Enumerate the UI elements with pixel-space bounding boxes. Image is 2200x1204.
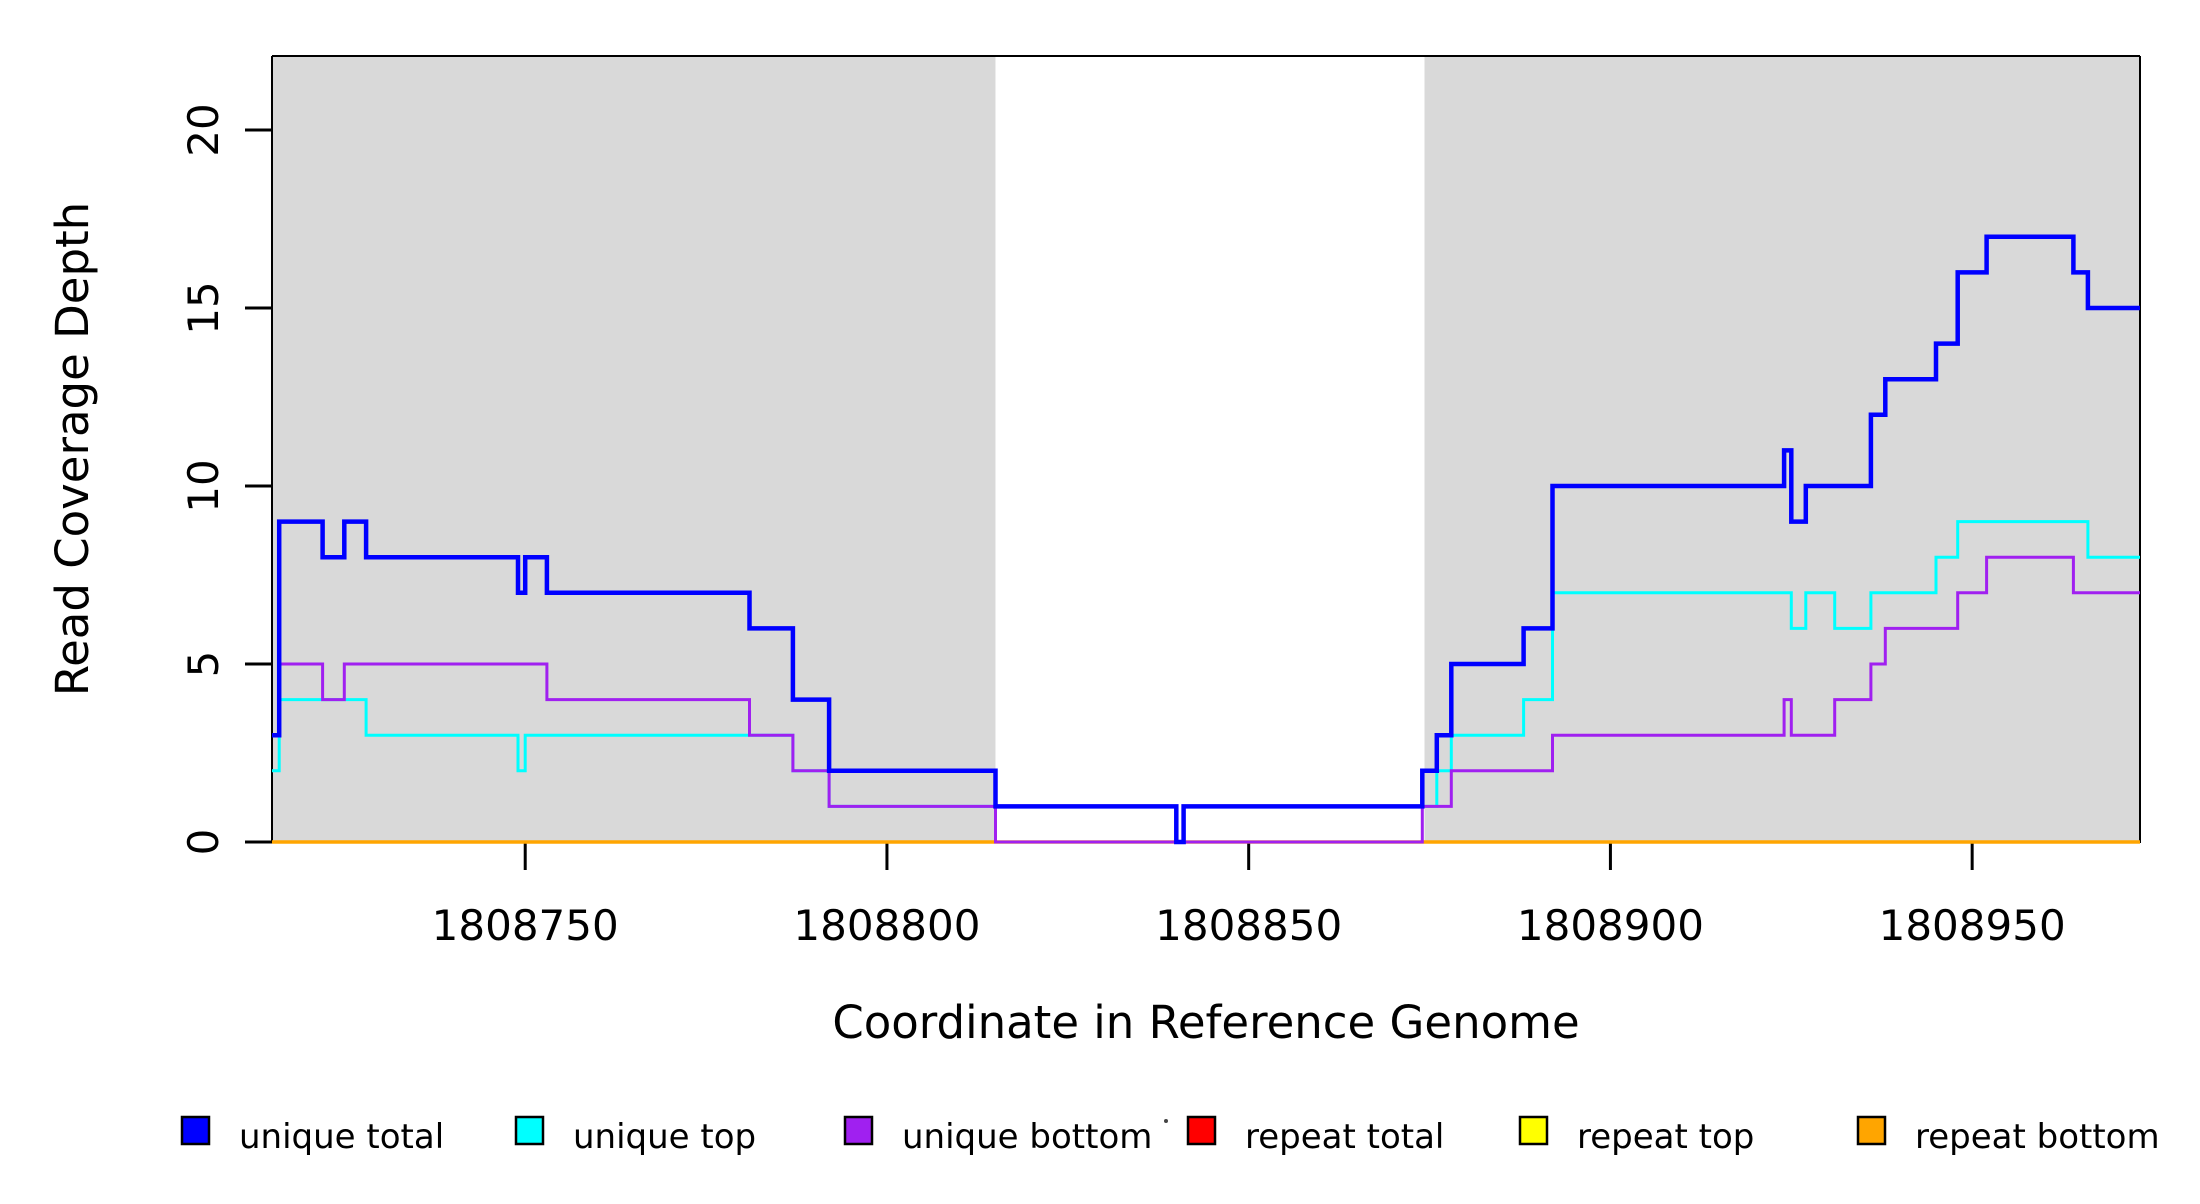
x-tick-label-1808900: 1808900 (1517, 901, 1704, 950)
y-tick-label-0: 0 (179, 829, 228, 856)
y-axis-title: Read Coverage Depth (46, 202, 99, 696)
legend-item-unique-total: unique total (180, 1115, 444, 1157)
legend-label-unique-bottom: unique bottom (902, 1117, 1152, 1157)
series-unique-top (272, 520, 2140, 844)
x-axis-title: Coordinate in Reference Genome (832, 996, 1579, 1049)
legend-item-repeat-top: repeat top (1518, 1115, 1754, 1157)
legend-label-repeat-top: repeat top (1577, 1117, 1754, 1157)
legend-swatch-repeat-top (1518, 1115, 1549, 1146)
stray-dot (1164, 1119, 1168, 1123)
legend-item-repeat-total: repeat total (1186, 1115, 1444, 1157)
legend-swatch-unique-top (514, 1115, 545, 1146)
y-tick-label-5: 5 (179, 651, 228, 678)
legend-item-repeat-bottom: repeat bottom (1856, 1115, 2160, 1157)
legend-label-repeat-total: repeat total (1245, 1117, 1444, 1157)
x-tick-label-1808800: 1808800 (793, 901, 980, 950)
legend-swatch-unique-total (180, 1115, 211, 1146)
legend-item-unique-top: unique top (514, 1115, 756, 1157)
legend-label-repeat-bottom: repeat bottom (1915, 1117, 2160, 1157)
legend-swatch-unique-bottom (843, 1115, 874, 1146)
left-unique-region-shading (272, 56, 996, 842)
legend-label-unique-total: unique total (239, 1117, 444, 1157)
legend-swatch-repeat-bottom (1856, 1115, 1887, 1146)
legend-swatch-repeat-total (1186, 1115, 1217, 1146)
y-tick-label-20: 20 (179, 103, 228, 156)
legend-item-unique-bottom: unique bottom (843, 1115, 1152, 1157)
x-tick-label-1808750: 1808750 (432, 901, 619, 950)
y-tick-label-15: 15 (179, 281, 228, 334)
series-unique-bottom (272, 555, 2140, 844)
y-tick-label-10: 10 (179, 459, 228, 512)
legend-label-unique-top: unique top (573, 1117, 756, 1157)
series-unique-total (272, 234, 2140, 845)
x-tick-label-1808950: 1808950 (1879, 901, 2066, 950)
x-tick-label-1808850: 1808850 (1155, 901, 1342, 950)
